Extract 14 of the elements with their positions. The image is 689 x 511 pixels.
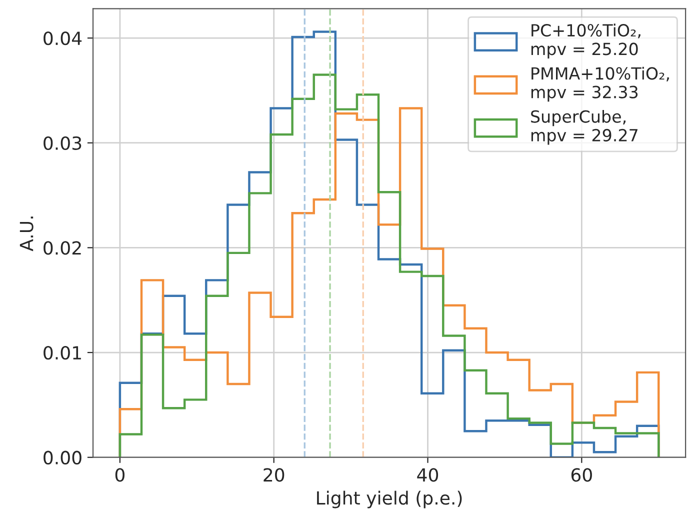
y-tick-label: 0.04 xyxy=(44,32,82,46)
legend-label: SuperCube, mpv = 29.27 xyxy=(531,110,638,145)
legend-label: PC+10%TiO₂, mpv = 25.20 xyxy=(531,24,640,58)
x-tick-label: 20 xyxy=(264,468,284,482)
y-tick-label: 0.01 xyxy=(44,346,81,360)
y-tick-label: 0.03 xyxy=(44,136,82,150)
x-tick-label: 60 xyxy=(571,468,592,482)
x-axis-title: Light yield (p.e.) xyxy=(317,490,462,508)
y-tick-label: 0.02 xyxy=(44,241,81,255)
y-axis-title: A.U. xyxy=(20,216,34,252)
x-tick-label: 0 xyxy=(115,468,124,482)
y-tick-label: 0.00 xyxy=(44,450,82,464)
x-tick-label: 40 xyxy=(417,468,438,482)
legend-label: PMMA+10%TiO₂, mpv = 32.33 xyxy=(531,66,669,102)
